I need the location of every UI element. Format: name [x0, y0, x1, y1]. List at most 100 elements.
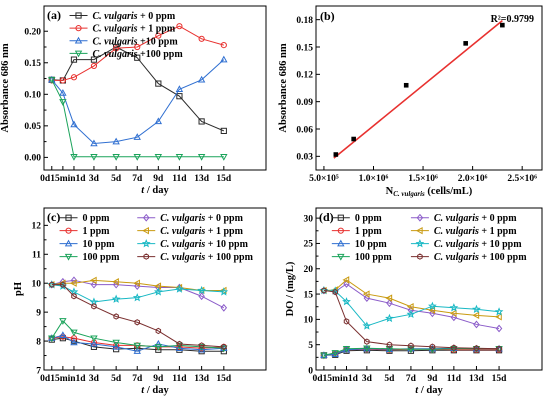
- legend-marker: [75, 25, 82, 32]
- data-point: [342, 297, 351, 306]
- data-point: [112, 339, 120, 347]
- data-point: [331, 350, 339, 357]
- y-tick-label: 0.18: [296, 16, 313, 26]
- legend-marker: [65, 227, 72, 234]
- data-point: [155, 80, 162, 87]
- legend-species: C. vulgaris: [93, 36, 138, 47]
- x-tick-label: 7d: [132, 374, 143, 384]
- x-tick-label: 11d: [447, 374, 462, 384]
- x-axis-label-main: N: [386, 186, 394, 197]
- series-4: [320, 280, 503, 333]
- data-point: [90, 154, 98, 161]
- data-point: [342, 346, 351, 353]
- y-axis-label: pH: [13, 282, 24, 296]
- series-line: [323, 347, 500, 356]
- legend-marker: [64, 239, 73, 247]
- data-point: [90, 139, 98, 147]
- y-tick-label: 0.06: [296, 125, 313, 135]
- chart-a: 0.00 0.05 0.10 0.15 0.20 0d15min1d 3d 5d 7d 9d 11d…: [0, 5, 267, 196]
- x-tick-label: 7d: [406, 374, 417, 384]
- data-point: [71, 293, 77, 300]
- data-point: [133, 133, 141, 140]
- legend-name: + 1 ppm: [481, 226, 517, 237]
- data-point: [495, 324, 503, 333]
- legend-marker: [142, 213, 150, 222]
- data-point: [90, 339, 98, 346]
- data-point: [496, 345, 502, 352]
- series-line: [51, 79, 224, 158]
- x-axis-label: NC. vulgaris (cells/mL): [386, 186, 473, 198]
- x-tick-label: 2.5×10⁶: [507, 174, 537, 184]
- data-point: [90, 56, 98, 63]
- data-point: [197, 285, 206, 295]
- series-line: [323, 283, 500, 329]
- series-2: [48, 55, 228, 147]
- legend-marker: [417, 253, 423, 260]
- x-tick-label: 9d: [153, 374, 164, 384]
- legend-species: C. vulgaris: [434, 213, 479, 224]
- y-tick-label: 15: [304, 290, 314, 300]
- legend-entry: 10 ppm: [355, 239, 388, 250]
- data-point: [90, 62, 98, 70]
- x-tick-label: 13d: [469, 374, 485, 384]
- data-point: [48, 77, 56, 84]
- y-tick-label: 9: [36, 308, 41, 318]
- y-tick-label: 0.12: [296, 71, 313, 81]
- data-point: [133, 347, 141, 354]
- data-point: [407, 346, 415, 354]
- data-point: [406, 303, 414, 311]
- legend-entry: C. vulgaris + 0 ppm: [93, 11, 176, 22]
- series-line: [323, 290, 500, 327]
- y-tick-label: 0.15: [24, 59, 41, 69]
- y-tick-label: 30: [304, 214, 314, 224]
- chart-b: 5.0×10⁵ 1.0×10⁶ 1.5×10⁶ 2.0×10⁶ 2.5×10⁶ 0.03 0…: [278, 5, 543, 198]
- series-7: [49, 281, 227, 351]
- data-point: [176, 340, 183, 348]
- legend-name: 0 ppm: [83, 213, 111, 224]
- series-5: [319, 276, 502, 321]
- legend-entry: C. vulgaris + 0 ppm: [160, 213, 243, 224]
- legend-species: C. vulgaris: [160, 252, 205, 263]
- x-axis-label-var: t: [141, 385, 145, 396]
- legend-marker: [337, 253, 345, 261]
- panel-label: (d): [319, 210, 334, 224]
- legend-name: 100 ppm: [355, 252, 393, 263]
- series-line: [51, 59, 225, 145]
- legend-species: C. vulgaris: [160, 239, 205, 250]
- series-line: [51, 284, 224, 303]
- legend-entry: 10 ppm: [83, 239, 116, 250]
- series-line: [51, 320, 224, 349]
- series-line: [323, 349, 500, 356]
- y-axis-label: Absorbance 686 nm: [278, 43, 289, 133]
- data-point: [451, 344, 457, 351]
- y-tick-label: 0: [308, 366, 313, 376]
- data-point: [197, 154, 206, 161]
- plot-frame: [315, 207, 543, 371]
- data-point: [69, 279, 77, 287]
- legend-entry: 0 ppm: [83, 213, 111, 224]
- data-point: [362, 290, 370, 298]
- fit-line: [333, 19, 503, 159]
- x-tick-label: 15d: [492, 374, 508, 384]
- legend: 0 ppm 1 ppm 10 ppm 100 ppm C. vulgaris + 0 p…: [59, 213, 254, 263]
- x-tick-label: 15d: [216, 174, 232, 184]
- legend-marker: [142, 226, 149, 235]
- legend-entry: C. vulgaris +10 ppm: [93, 36, 179, 47]
- x-tick-label: 13d: [194, 374, 210, 384]
- data-point: [70, 154, 78, 161]
- legend-name: + 10 ppm: [208, 239, 249, 250]
- legend-marker: [415, 239, 425, 248]
- data-point: [153, 287, 163, 296]
- data-point: [500, 22, 505, 28]
- data-point: [70, 120, 78, 128]
- data-point: [91, 303, 97, 310]
- chart-c: 7 8 9 10 11 12 0d15min1d 3d 5d 7d 9d 11d 13d 15d t / d…: [13, 207, 267, 396]
- legend-entry: C. vulgaris +100 ppm: [93, 49, 184, 60]
- data-point: [70, 56, 78, 63]
- series-7: [321, 287, 502, 352]
- y-tick-label: 20: [304, 265, 314, 275]
- legend-name: +100 ppm: [140, 49, 183, 60]
- data-point: [197, 345, 206, 353]
- data-point: [449, 303, 459, 312]
